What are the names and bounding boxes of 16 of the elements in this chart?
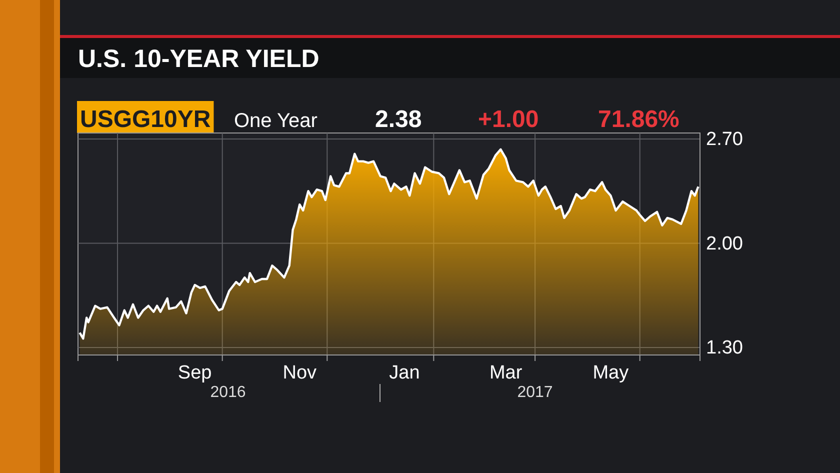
- y-tick-label: 2.70: [706, 129, 743, 150]
- x-tick-label: May: [592, 362, 630, 384]
- text: +1.00: [478, 106, 539, 133]
- y-tick-label: 1.30: [706, 338, 743, 359]
- text: 2017: [517, 384, 553, 401]
- text: One Year: [234, 110, 318, 132]
- text: 71.86%: [598, 106, 680, 133]
- text: 2.38: [375, 106, 422, 133]
- x-tick-label: Mar: [489, 362, 523, 384]
- y-tick-label: 2.00: [706, 233, 743, 254]
- text: 2016: [210, 384, 246, 401]
- x-tick-label: Sep: [178, 362, 212, 384]
- text: USGG10YR: [80, 106, 211, 133]
- x-tick-label: Nov: [282, 362, 318, 384]
- x-tick-label: Jan: [389, 362, 420, 384]
- chart-title: U.S. 10-YEAR YIELD: [78, 45, 320, 73]
